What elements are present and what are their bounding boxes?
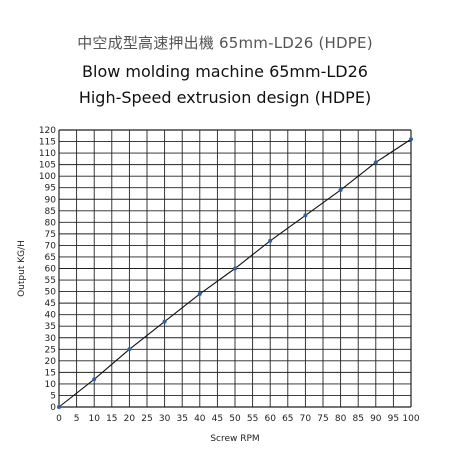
y-tick-label: 95 bbox=[45, 184, 56, 194]
data-point bbox=[127, 347, 132, 352]
y-tick-label: 100 bbox=[39, 172, 56, 182]
x-axis-ticks: 0 5 10 15 20 25 30 35 40 45 50 55 60 65 70 75 80 85 90 95 10… bbox=[56, 414, 420, 424]
x-tick-label: 25 bbox=[141, 414, 152, 424]
data-point bbox=[373, 160, 378, 165]
x-tick-label: 40 bbox=[194, 414, 206, 424]
y-tick-label: 15 bbox=[45, 368, 56, 378]
x-tick-label: 85 bbox=[352, 414, 363, 424]
chart-title: 中空成型高速押出機 65mm-LD26 (HDPE) bbox=[77, 34, 373, 52]
y-tick-label: 90 bbox=[45, 195, 57, 205]
y-tick-label: 35 bbox=[45, 322, 56, 332]
y-tick-label: 20 bbox=[45, 357, 57, 367]
x-tick-label: 15 bbox=[106, 414, 117, 424]
y-tick-label: 50 bbox=[45, 288, 57, 298]
y-tick-label: 110 bbox=[39, 149, 56, 159]
x-tick-label: 65 bbox=[282, 414, 293, 424]
x-axis-label: Screw RPM bbox=[210, 434, 259, 444]
x-tick-label: 95 bbox=[388, 414, 399, 424]
y-tick-label: 10 bbox=[45, 380, 57, 390]
data-point bbox=[268, 238, 273, 243]
y-tick-label: 115 bbox=[39, 138, 56, 148]
y-tick-label: 80 bbox=[45, 218, 57, 228]
y-tick-label: 40 bbox=[45, 311, 57, 321]
x-tick-label: 50 bbox=[229, 414, 241, 424]
data-point bbox=[409, 137, 413, 142]
data-point bbox=[92, 377, 97, 382]
y-tick-label: 45 bbox=[45, 299, 56, 309]
data-point bbox=[57, 405, 61, 409]
y-tick-label: 25 bbox=[45, 345, 56, 355]
y-tick-label: 5 bbox=[50, 391, 56, 401]
x-tick-label: 20 bbox=[124, 414, 136, 424]
y-tick-label: 60 bbox=[45, 265, 57, 275]
data-point bbox=[338, 188, 343, 193]
x-tick-label: 100 bbox=[402, 414, 419, 424]
grid-lines bbox=[58, 129, 412, 408]
x-tick-label: 45 bbox=[212, 414, 223, 424]
x-tick-label: 10 bbox=[88, 414, 100, 424]
y-tick-label: 65 bbox=[45, 253, 56, 263]
y-tick-label: 70 bbox=[45, 241, 57, 251]
x-tick-label: 35 bbox=[176, 414, 187, 424]
y-tick-label: 105 bbox=[39, 161, 56, 171]
y-tick-label: 30 bbox=[45, 334, 57, 344]
x-tick-label: 60 bbox=[264, 414, 276, 424]
y-axis-label: Output KG/H bbox=[17, 240, 27, 297]
chart-subtitle: Blow molding machine 65mm-LD26 bbox=[82, 62, 368, 81]
x-tick-label: 0 bbox=[56, 414, 62, 424]
x-tick-label: 90 bbox=[370, 414, 382, 424]
y-tick-label: 75 bbox=[45, 230, 56, 240]
x-tick-label: 55 bbox=[247, 414, 258, 424]
y-tick-label: 85 bbox=[45, 207, 56, 217]
data-point bbox=[303, 213, 308, 218]
x-tick-label: 80 bbox=[335, 414, 347, 424]
y-tick-label: 120 bbox=[39, 126, 56, 136]
x-tick-label: 5 bbox=[74, 414, 80, 424]
data-point bbox=[197, 291, 202, 296]
data-point bbox=[162, 319, 167, 324]
series-group bbox=[57, 137, 413, 409]
x-tick-label: 30 bbox=[159, 414, 171, 424]
x-tick-label: 75 bbox=[317, 414, 328, 424]
chart-subtitle-2: High-Speed extrusion design (HDPE) bbox=[78, 88, 372, 107]
y-tick-label: 0 bbox=[50, 403, 56, 413]
y-tick-label: 55 bbox=[45, 276, 56, 286]
data-point bbox=[233, 266, 237, 271]
x-tick-label: 70 bbox=[300, 414, 312, 424]
